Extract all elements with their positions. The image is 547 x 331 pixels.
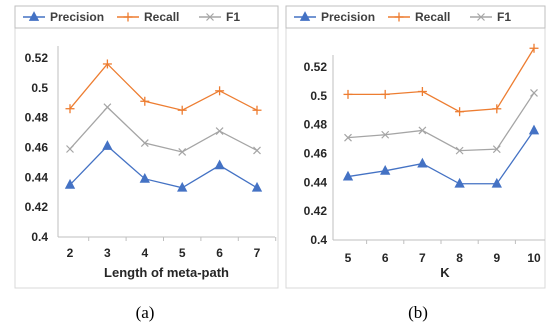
y-tick-label: 0.5 xyxy=(310,89,327,103)
x-tick-label: 7 xyxy=(254,246,261,260)
data-point-recall xyxy=(102,59,112,69)
y-tick-label: 0.52 xyxy=(304,60,328,74)
legend-box xyxy=(14,5,279,29)
x-tick-label: 7 xyxy=(419,251,426,265)
data-point-recall xyxy=(343,89,353,99)
data-point-precision xyxy=(214,159,225,170)
data-point-recall xyxy=(177,105,187,115)
legend-label-recall: Recall xyxy=(144,10,179,24)
x-tick-label: 4 xyxy=(141,246,148,260)
y-tick-label: 0.42 xyxy=(304,204,328,218)
y-tick-label: 0.48 xyxy=(25,111,49,125)
legend-marker-recall xyxy=(394,12,404,22)
data-point-recall xyxy=(417,87,427,97)
legend-box xyxy=(285,5,546,29)
x-tick-label: 6 xyxy=(216,246,223,260)
legend-label-precision: Precision xyxy=(321,10,375,24)
panel-caption: (b) xyxy=(408,303,428,322)
legend-marker-recall xyxy=(123,12,133,22)
y-tick-label: 0.46 xyxy=(304,147,328,161)
x-tick-label: 8 xyxy=(456,251,463,265)
data-point-precision xyxy=(528,124,540,135)
data-point-recall xyxy=(65,104,75,114)
data-point-precision xyxy=(102,140,113,150)
y-tick-label: 0.44 xyxy=(25,170,49,184)
x-tick-label: 2 xyxy=(67,246,74,260)
data-point-precision xyxy=(251,181,263,192)
y-tick-label: 0.5 xyxy=(31,81,48,95)
data-point-precision xyxy=(342,170,354,181)
data-point-recall xyxy=(215,86,225,96)
chart-panel-b: Precision Recall F1 0.4 0.42 0.44 0.46 0.48 0.5 0… xyxy=(285,5,546,322)
y-tick-label: 0.52 xyxy=(25,51,49,65)
y-tick-label: 0.4 xyxy=(31,230,48,244)
data-point-f1 xyxy=(344,133,352,142)
x-tick-label: 5 xyxy=(179,246,186,260)
x-tick-label: 6 xyxy=(382,251,389,265)
legend-label-f1: F1 xyxy=(497,10,511,24)
series-line-f1 xyxy=(69,106,258,153)
data-point-f1 xyxy=(140,139,149,147)
y-tick-label: 0.44 xyxy=(304,175,328,189)
legend-marker-precision xyxy=(28,11,40,21)
data-point-f1 xyxy=(530,89,538,97)
legend-label-recall: Recall xyxy=(415,10,450,24)
x-tick-label: 10 xyxy=(527,251,541,265)
legend-marker-f1 xyxy=(477,13,485,21)
data-point-f1 xyxy=(492,145,501,154)
y-tick-label: 0.48 xyxy=(304,118,328,132)
legend-marker-precision xyxy=(299,11,311,21)
data-point-recall xyxy=(252,105,262,115)
data-point-recall xyxy=(455,107,465,117)
y-tick-label: 0.4 xyxy=(310,233,327,247)
legend-label-precision: Precision xyxy=(50,10,104,24)
x-tick-label: 9 xyxy=(493,251,500,265)
x-tick-label: 5 xyxy=(345,251,352,265)
legend-marker-f1 xyxy=(206,13,214,21)
series-line-recall xyxy=(348,47,535,113)
x-axis-title: Length of meta-path xyxy=(104,265,229,280)
data-point-precision xyxy=(491,177,502,188)
series-line-recall xyxy=(69,63,258,111)
x-axis-title: K xyxy=(440,265,450,280)
data-point-precision xyxy=(454,177,465,188)
x-tick-label: 3 xyxy=(104,246,111,260)
series-line-precision xyxy=(69,145,258,189)
legend-label-f1: F1 xyxy=(226,10,240,24)
data-point-f1 xyxy=(178,148,187,156)
data-point-recall xyxy=(529,43,539,53)
data-point-f1 xyxy=(455,146,464,155)
y-tick-label: 0.42 xyxy=(25,200,49,214)
series-line-f1 xyxy=(347,92,535,152)
data-point-precision xyxy=(177,181,188,192)
chart-panel-a: Precision Recall F1 0.4 0.42 0.44 0.46 0.48 0.5 0… xyxy=(14,5,279,322)
data-point-precision xyxy=(139,172,150,183)
data-point-precision xyxy=(417,157,428,168)
data-point-recall xyxy=(380,89,390,99)
data-point-f1 xyxy=(253,146,261,155)
data-point-precision xyxy=(380,164,391,175)
data-point-f1 xyxy=(215,127,224,136)
data-point-f1 xyxy=(418,126,427,135)
data-point-f1 xyxy=(103,103,112,112)
data-point-recall xyxy=(492,104,502,114)
data-point-f1 xyxy=(66,145,74,153)
data-point-f1 xyxy=(381,130,390,139)
series-line-precision xyxy=(347,130,535,185)
panel-caption: (a) xyxy=(136,303,155,322)
y-tick-label: 0.46 xyxy=(25,141,49,155)
data-point-precision xyxy=(64,178,76,189)
data-point-recall xyxy=(140,96,150,106)
